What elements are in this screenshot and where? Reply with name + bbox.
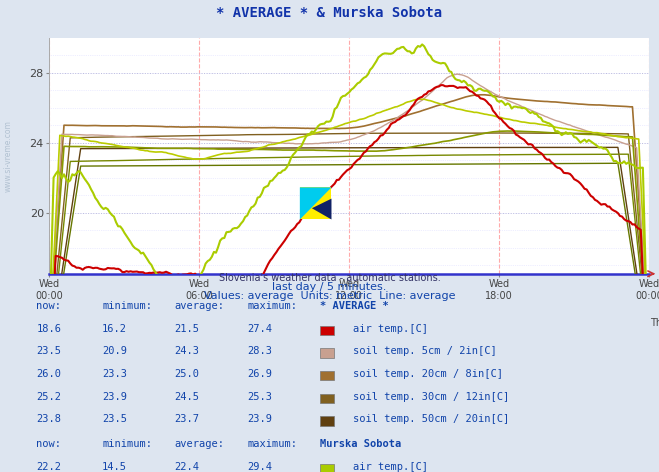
Text: last day / 5 minutes.: last day / 5 minutes.	[272, 282, 387, 292]
Text: 25.2: 25.2	[36, 392, 61, 402]
Text: air temp.[C]: air temp.[C]	[353, 462, 428, 472]
Text: now:: now:	[36, 301, 61, 311]
Text: 23.9: 23.9	[102, 392, 127, 402]
Text: www.si-vreme.com: www.si-vreme.com	[3, 120, 13, 192]
Text: 22.4: 22.4	[175, 462, 200, 472]
Text: 24.5: 24.5	[175, 392, 200, 402]
Text: minimum:: minimum:	[102, 439, 152, 449]
Text: Murska Sobota: Murska Sobota	[320, 439, 401, 449]
Text: now:: now:	[36, 439, 61, 449]
Text: 25.0: 25.0	[175, 369, 200, 379]
Text: Slovenia's weather data - automatic stations.: Slovenia's weather data - automatic stat…	[219, 273, 440, 283]
Text: 20.9: 20.9	[102, 346, 127, 356]
Text: 27.4: 27.4	[247, 324, 272, 334]
Text: 29.4: 29.4	[247, 462, 272, 472]
Text: 18.6: 18.6	[36, 324, 61, 334]
Text: soil temp. 5cm / 2in[C]: soil temp. 5cm / 2in[C]	[353, 346, 496, 356]
Text: * AVERAGE * & Murska Sobota: * AVERAGE * & Murska Sobota	[216, 6, 443, 19]
Text: soil temp. 50cm / 20in[C]: soil temp. 50cm / 20in[C]	[353, 414, 509, 424]
Text: Values: average  Units: metric  Line: average: Values: average Units: metric Line: aver…	[204, 291, 455, 301]
Text: maximum:: maximum:	[247, 439, 297, 449]
Text: 23.5: 23.5	[102, 414, 127, 424]
Text: average:: average:	[175, 301, 225, 311]
Text: 23.9: 23.9	[247, 414, 272, 424]
Text: 23.7: 23.7	[175, 414, 200, 424]
Text: Thu 00:00: Thu 00:00	[650, 318, 659, 328]
Text: air temp.[C]: air temp.[C]	[353, 324, 428, 334]
Text: 14.5: 14.5	[102, 462, 127, 472]
Text: 23.3: 23.3	[102, 369, 127, 379]
Text: 26.9: 26.9	[247, 369, 272, 379]
Text: soil temp. 30cm / 12in[C]: soil temp. 30cm / 12in[C]	[353, 392, 509, 402]
Text: maximum:: maximum:	[247, 301, 297, 311]
Text: 16.2: 16.2	[102, 324, 127, 334]
Text: 25.3: 25.3	[247, 392, 272, 402]
Text: 24.3: 24.3	[175, 346, 200, 356]
Text: 23.8: 23.8	[36, 414, 61, 424]
Text: 21.5: 21.5	[175, 324, 200, 334]
Text: 28.3: 28.3	[247, 346, 272, 356]
Text: 22.2: 22.2	[36, 462, 61, 472]
Text: soil temp. 20cm / 8in[C]: soil temp. 20cm / 8in[C]	[353, 369, 503, 379]
Text: 26.0: 26.0	[36, 369, 61, 379]
Text: minimum:: minimum:	[102, 301, 152, 311]
Text: average:: average:	[175, 439, 225, 449]
Text: * AVERAGE *: * AVERAGE *	[320, 301, 388, 311]
Text: 23.5: 23.5	[36, 346, 61, 356]
